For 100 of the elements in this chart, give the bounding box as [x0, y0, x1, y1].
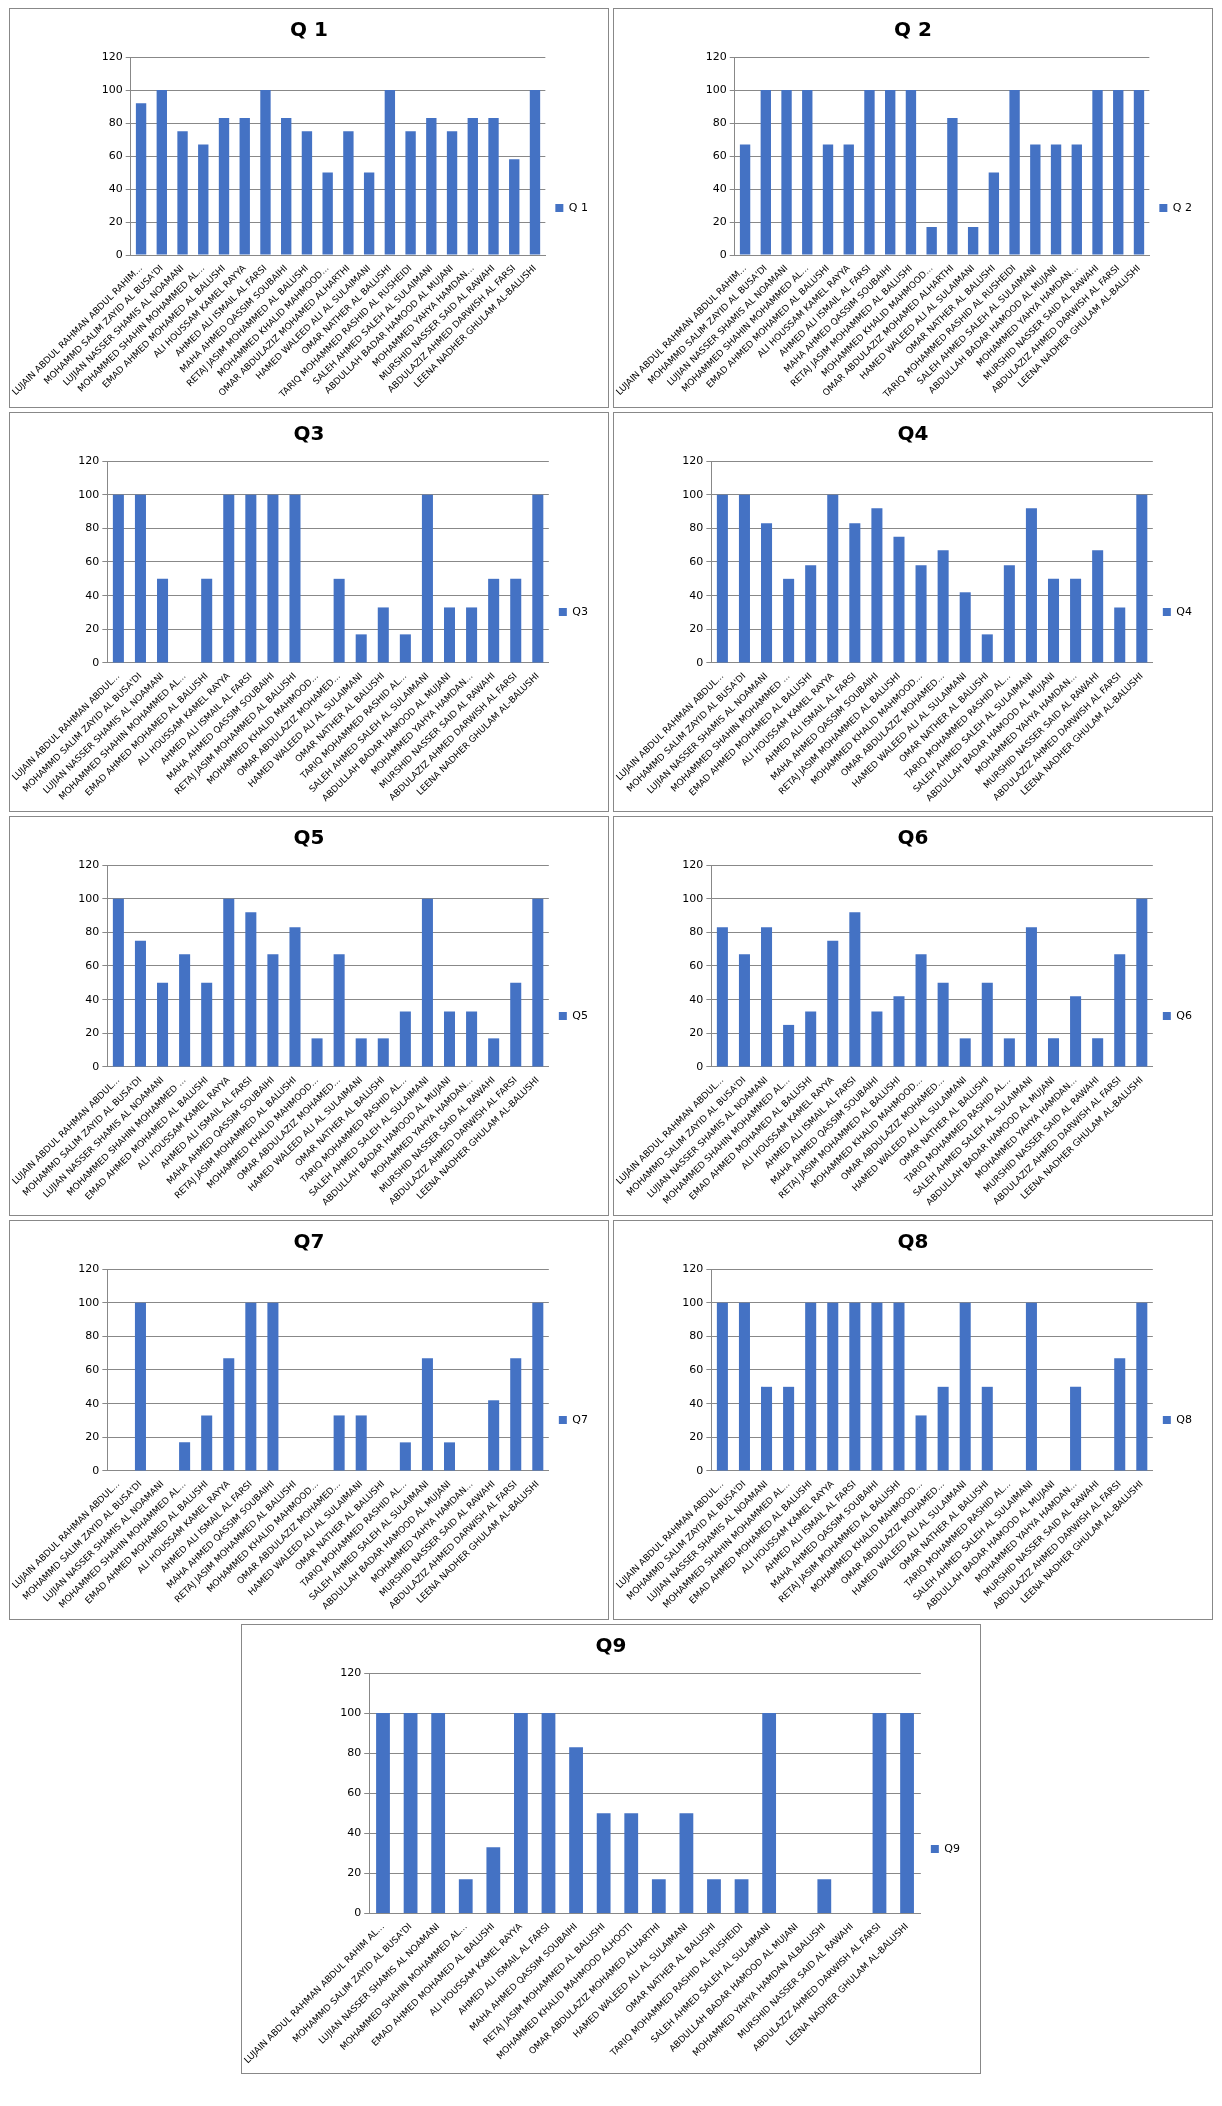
y-tick-label: 80 [85, 1329, 100, 1343]
chart-title: Q5 [293, 825, 325, 850]
bar [1070, 578, 1082, 663]
bar [1025, 508, 1037, 663]
bar [355, 634, 367, 663]
bar [179, 954, 191, 1067]
bar [135, 103, 147, 255]
bar [157, 578, 169, 663]
y-tick-label: 20 [689, 622, 704, 636]
y-tick-label: 40 [689, 588, 704, 602]
bar [532, 1302, 544, 1471]
bar [377, 607, 389, 663]
bar [937, 982, 949, 1067]
y-tick-label: 60 [689, 1362, 704, 1376]
bar [239, 118, 250, 255]
y-tick-label: 20 [85, 622, 100, 636]
bar [431, 1713, 446, 1913]
y-tick-label: 40 [85, 1396, 100, 1410]
bar [734, 1879, 749, 1913]
bar [1136, 898, 1148, 1067]
chart-title: Q3 [293, 421, 325, 446]
bar [783, 578, 795, 663]
bar [624, 1813, 639, 1913]
bar [134, 940, 146, 1067]
bar [510, 1358, 522, 1471]
bar [959, 1302, 971, 1471]
bar [871, 1011, 883, 1067]
bar [843, 144, 854, 255]
bar [1113, 90, 1124, 255]
bar [827, 494, 839, 663]
bar [403, 1713, 418, 1913]
bar [223, 898, 235, 1067]
bar [514, 1713, 528, 1913]
bar [355, 1038, 367, 1067]
bar [937, 1386, 949, 1471]
y-tick-label: 0 [115, 247, 123, 261]
bar [179, 1442, 191, 1471]
bar [926, 227, 937, 255]
bar [893, 996, 905, 1067]
y-tick-label: 120 [340, 1665, 362, 1679]
chart-title: Q 2 [894, 17, 932, 42]
y-tick-label: 20 [108, 214, 123, 228]
y-tick-label: 60 [85, 1362, 100, 1376]
bar [900, 1713, 914, 1913]
bar [532, 898, 544, 1067]
y-tick-label: 60 [347, 1786, 362, 1800]
y-tick-label: 40 [347, 1826, 362, 1840]
y-tick-label: 80 [689, 1329, 704, 1343]
bar [1003, 1038, 1015, 1067]
bar [849, 1302, 861, 1471]
bar [738, 1302, 750, 1471]
bar [760, 90, 771, 255]
y-tick-label: 60 [85, 958, 100, 972]
y-tick-label: 60 [712, 148, 727, 162]
bar [245, 494, 257, 663]
legend-label: Q7 [572, 1412, 589, 1426]
bar [443, 607, 456, 663]
bar [738, 954, 750, 1067]
bar [849, 523, 861, 663]
bar [343, 131, 354, 255]
bar [905, 90, 917, 255]
y-tick-label: 60 [85, 554, 100, 568]
bar [893, 1302, 905, 1471]
bar [781, 90, 792, 255]
bar [529, 90, 541, 255]
y-tick-label: 60 [689, 554, 704, 568]
bar [871, 1302, 883, 1471]
chart-title: Q 1 [290, 17, 328, 42]
bar [864, 90, 875, 255]
y-tick-label: 20 [689, 1430, 704, 1444]
y-tick-label: 100 [78, 1295, 100, 1309]
bar [198, 144, 209, 255]
bar [426, 118, 437, 255]
bar [201, 578, 213, 663]
bar [739, 144, 751, 255]
y-tick-label: 20 [712, 214, 727, 228]
bar [223, 1358, 235, 1471]
bar [1092, 1038, 1104, 1067]
bar [1030, 144, 1041, 255]
legend-label: Q 2 [1172, 200, 1192, 214]
bar [157, 982, 169, 1067]
bar [355, 1415, 367, 1471]
bar [223, 494, 235, 663]
bar [762, 1713, 777, 1913]
y-tick-label: 0 [354, 1906, 362, 1920]
bar [651, 1879, 666, 1913]
bar [885, 90, 896, 255]
y-tick-label: 0 [92, 655, 100, 669]
bar [376, 1713, 390, 1913]
bar [679, 1813, 694, 1913]
y-tick-label: 80 [689, 925, 704, 939]
y-tick-label: 120 [682, 857, 704, 871]
bar [541, 1713, 556, 1913]
legend-label: Q8 [1176, 1412, 1193, 1426]
y-tick-label: 120 [78, 453, 100, 467]
y-tick-label: 120 [78, 1261, 100, 1275]
chart-title: Q6 [897, 825, 929, 850]
y-tick-label: 20 [689, 1026, 704, 1040]
bar [1136, 494, 1148, 663]
y-tick-label: 0 [92, 1059, 100, 1073]
